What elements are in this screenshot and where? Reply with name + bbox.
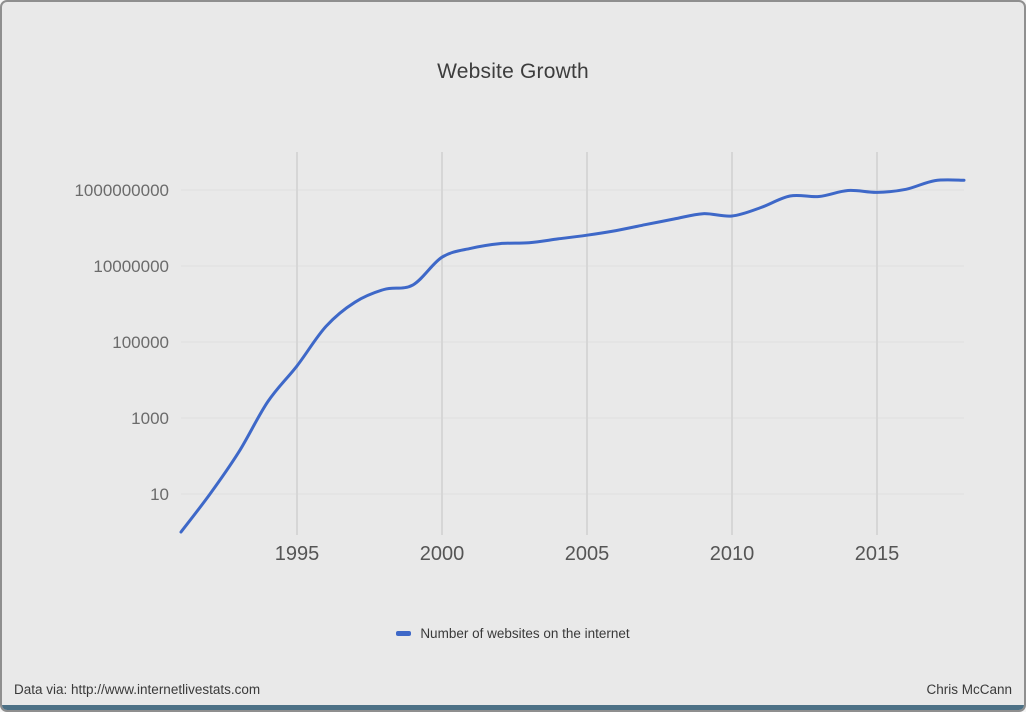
y-axis-tick-label: 10000000 [93, 257, 169, 276]
legend-label: Number of websites on the internet [420, 626, 630, 641]
legend: Number of websites on the internet [2, 626, 1024, 641]
author-credit: Chris McCann [926, 682, 1012, 697]
x-axis-tick-label: 2015 [855, 543, 900, 565]
y-axis-tick-label: 100000 [112, 333, 169, 352]
x-axis-tick-label: 1995 [275, 543, 320, 565]
series-line-websites [179, 178, 966, 534]
x-axis-tick-label: 2000 [420, 543, 465, 565]
x-axis-tick-label: 2010 [710, 543, 755, 565]
chart-title: Website Growth [437, 60, 589, 83]
y-axis-tick-label: 1000000000 [74, 181, 169, 200]
legend-swatch [396, 631, 412, 636]
data-source-link[interactable]: Data via: http://www.internetlivestats.c… [14, 682, 261, 697]
y-axis-tick-label: 10 [150, 485, 169, 504]
footer: Data via: http://www.internetlivestats.c… [2, 682, 1024, 705]
bottom-accent-bar [2, 705, 1024, 710]
chart-plot-area: 10 1000 100000 10000000 1000000000 1995 2000 20… [74, 152, 966, 565]
x-axis-tick-label: 2005 [565, 543, 610, 565]
y-axis-tick-label: 1000 [131, 409, 169, 428]
